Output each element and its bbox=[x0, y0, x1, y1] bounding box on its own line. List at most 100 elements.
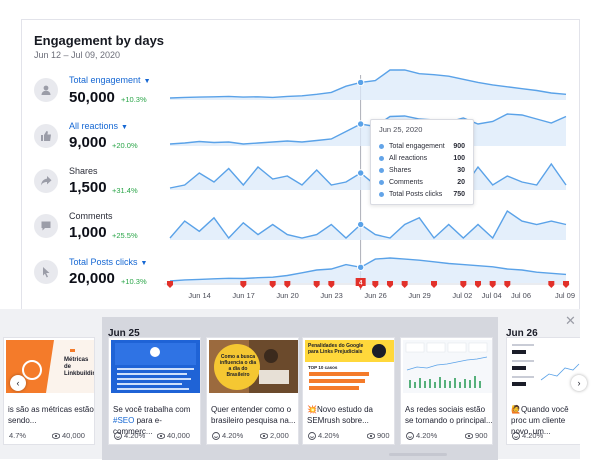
views-value: 40,000 bbox=[62, 431, 85, 440]
horizontal-scrollbar[interactable] bbox=[389, 453, 447, 456]
tooltip-label: All reactions bbox=[389, 154, 428, 162]
thumbs-up-icon bbox=[34, 124, 58, 148]
post-thumbnail bbox=[509, 340, 580, 393]
x-tick-label: Jul 04 bbox=[481, 291, 502, 300]
x-tick-label: Jun 14 bbox=[188, 291, 211, 300]
tooltip-row: Total Posts clicks 750 bbox=[379, 188, 465, 200]
post-marker bbox=[372, 281, 379, 288]
views-value: 900 bbox=[377, 431, 390, 440]
metric-change: +10.3% bbox=[121, 277, 147, 286]
highlight-point bbox=[356, 169, 365, 177]
views-value: 40,000 bbox=[167, 431, 190, 440]
series-dot bbox=[379, 179, 384, 185]
post-marker bbox=[387, 281, 393, 288]
marker-count-badge bbox=[355, 278, 366, 289]
rate-value: 4.20% bbox=[222, 431, 244, 440]
post-text: Quer entender como o brasileiro pesquisa… bbox=[211, 405, 296, 425]
share-icon bbox=[34, 169, 58, 193]
highlight-point bbox=[356, 120, 365, 128]
chevron-down-icon: ▼ bbox=[121, 124, 128, 131]
series-line bbox=[169, 113, 567, 145]
posts-clicks-selector[interactable]: Total Posts clicks ▼ bbox=[69, 257, 147, 267]
engagement-charts[interactable]: 4 bbox=[0, 0, 601, 300]
post-text-part: Se você trabalha com bbox=[113, 405, 191, 414]
x-tick-label: Jun 20 bbox=[276, 291, 299, 300]
comment-icon bbox=[34, 214, 58, 238]
x-tick-label: Jun 26 bbox=[364, 291, 387, 300]
post-card[interactable]: Como a busca influencia o dia a dia do B… bbox=[206, 337, 299, 445]
series-dot bbox=[379, 191, 384, 197]
total-engagement-selector[interactable]: Total engagement ▼ bbox=[69, 75, 151, 85]
views-value: 900 bbox=[475, 431, 488, 440]
metric-label: Total Posts clicks bbox=[69, 257, 138, 267]
post-marker bbox=[489, 281, 496, 288]
post-marker bbox=[284, 281, 291, 288]
scroll-left-button[interactable]: ‹ bbox=[10, 375, 26, 391]
metric-change: +31.4% bbox=[112, 186, 138, 195]
series-line bbox=[169, 156, 567, 190]
metric-value: 9,000 bbox=[69, 134, 107, 151]
post-marker bbox=[269, 281, 276, 288]
report-thumbnail bbox=[509, 340, 580, 393]
comments-label: Comments bbox=[69, 211, 113, 221]
tooltip-value: 20 bbox=[457, 178, 465, 186]
post-thumbnail bbox=[111, 340, 200, 393]
post-marker bbox=[313, 281, 320, 288]
post-marker bbox=[548, 281, 555, 288]
thumbnail-caption: Métricas de Linkbuilding bbox=[64, 357, 94, 377]
series-area bbox=[170, 114, 566, 146]
card-title: Engagement by days bbox=[34, 33, 165, 48]
series-line bbox=[169, 209, 567, 240]
group-date: Jun 25 bbox=[108, 328, 140, 339]
dashboard-thumbnail bbox=[403, 340, 492, 393]
scroll-right-button[interactable]: › bbox=[571, 375, 587, 391]
rate-value: 4.20% bbox=[416, 431, 438, 440]
metric-label: All reactions bbox=[69, 121, 119, 131]
x-tick-label: Jul 09 bbox=[555, 291, 576, 300]
metric-value: 50,000 bbox=[69, 89, 115, 106]
tooltip-row: All reactions 100 bbox=[379, 152, 465, 164]
eye-icon bbox=[367, 432, 375, 439]
highlight-point bbox=[356, 263, 365, 272]
views-count: 900 bbox=[367, 431, 390, 440]
series-area bbox=[170, 258, 566, 283]
views-count: 900 bbox=[465, 431, 488, 440]
rate-value: 4.20% bbox=[124, 431, 146, 440]
views-value: 2,000 bbox=[270, 431, 289, 440]
post-marker bbox=[401, 281, 408, 288]
post-text: As redes sociais estão se tornando o pri… bbox=[405, 405, 493, 425]
smile-icon bbox=[406, 431, 414, 440]
shares-label: Shares bbox=[69, 166, 98, 176]
metric-label: Total engagement bbox=[69, 75, 141, 85]
views-count: 40,000 bbox=[157, 431, 190, 440]
post-card[interactable]: Se você trabalha com #SEO para e-commerc… bbox=[108, 337, 201, 445]
all-reactions-selector[interactable]: All reactions ▼ bbox=[69, 121, 128, 131]
x-tick-label: Jun 23 bbox=[320, 291, 343, 300]
post-card[interactable]: 🙋Quando você proc um cliente novo, um...… bbox=[506, 337, 580, 445]
series-line bbox=[169, 257, 567, 282]
post-thumbnail: Métricas de Linkbuilding bbox=[6, 340, 94, 393]
rate-value: 4.7% bbox=[9, 431, 27, 440]
series-dot bbox=[379, 167, 384, 173]
x-tick-label: Jul 06 bbox=[511, 291, 532, 300]
post-text-part: para e-commerc... bbox=[113, 416, 162, 436]
highlight-point bbox=[356, 220, 365, 229]
tooltip-row: Comments 20 bbox=[379, 176, 465, 188]
tooltip-row: Total engagement 900 bbox=[379, 140, 465, 152]
cursor-icon bbox=[34, 260, 58, 284]
tooltip-value: 750 bbox=[453, 190, 465, 198]
post-card[interactable]: Penalidades do Google para Links Prejudi… bbox=[302, 337, 395, 445]
metric-value: 20,000 bbox=[69, 270, 115, 287]
engagement-rate: 4.20% bbox=[212, 431, 243, 440]
post-marker bbox=[504, 281, 511, 288]
chevron-down-icon: ▼ bbox=[143, 78, 151, 85]
post-card[interactable]: As redes sociais estão se tornando o pri… bbox=[400, 337, 493, 445]
close-icon[interactable]: ✕ bbox=[565, 313, 576, 328]
post-card[interactable]: Métricas de Linkbuilding is são as métri… bbox=[3, 337, 95, 445]
post-text: 🙋Quando você proc um cliente novo, um... bbox=[511, 405, 569, 436]
highlight-point bbox=[356, 78, 365, 87]
hashtag-link[interactable]: #SEO bbox=[113, 416, 135, 425]
post-thumbnail: Penalidades do Google para Links Prejudi… bbox=[305, 340, 394, 393]
tooltip-value: 100 bbox=[453, 154, 465, 162]
post-marker bbox=[240, 281, 247, 288]
